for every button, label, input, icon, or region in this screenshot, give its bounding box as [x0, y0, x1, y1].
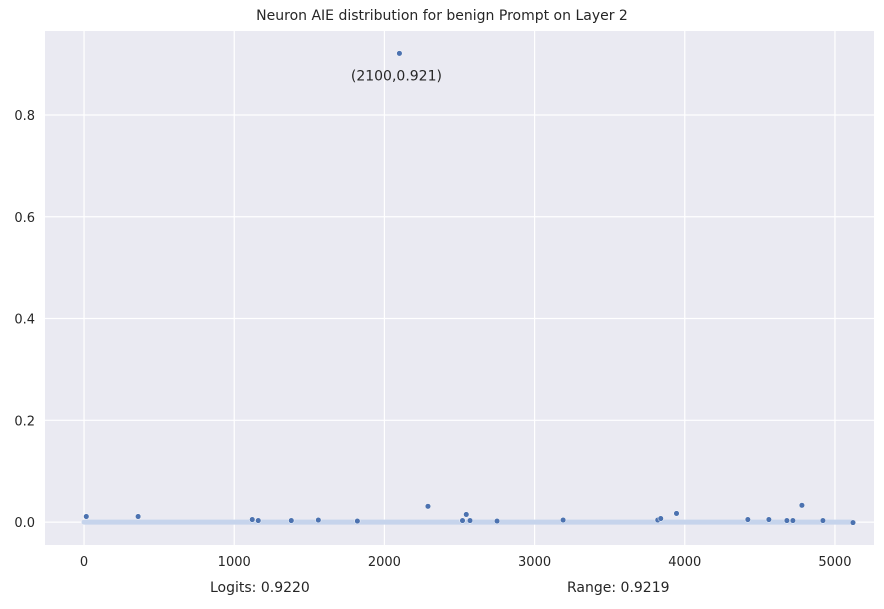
- data-point: [560, 517, 567, 524]
- data-point: [765, 516, 772, 523]
- y-tick-label: 0.4: [14, 313, 35, 328]
- data-point: [789, 517, 796, 524]
- y-tick-label: 0.0: [14, 516, 35, 531]
- y-tick-label: 0.2: [14, 414, 35, 429]
- data-point: [783, 517, 790, 524]
- data-point: [135, 513, 142, 520]
- data-point: [255, 517, 262, 524]
- range-label: Range: 0.9219: [567, 580, 670, 596]
- x-tick-label: 2000: [368, 555, 401, 570]
- data-point: [396, 50, 403, 57]
- data-point: [459, 517, 466, 524]
- data-point: [798, 502, 805, 509]
- x-tick-label: 5000: [818, 555, 851, 570]
- data-point: [315, 517, 322, 524]
- data-point: [466, 517, 474, 524]
- data-point: [657, 515, 664, 522]
- data-point: [744, 516, 751, 523]
- data-point: [493, 518, 501, 525]
- plot-area: [45, 31, 874, 545]
- data-point: [288, 517, 295, 524]
- data-point: [819, 517, 826, 524]
- y-tick-label: 0.6: [14, 211, 35, 226]
- data-point: [849, 519, 857, 526]
- x-tick-label: 3000: [518, 555, 551, 570]
- peak-annotation: (2100,0.921): [351, 68, 442, 84]
- logits-label: Logits: 0.9220: [210, 580, 310, 596]
- data-points: [83, 50, 857, 526]
- x-tick-label: 0: [80, 555, 88, 570]
- axis-ticks: 0 1000 2000 3000 4000 5000 0.0 0.2 0.4 0.6 0.8: [14, 109, 851, 570]
- x-tick-label: 1000: [218, 555, 251, 570]
- data-point: [354, 518, 361, 525]
- data-point: [424, 503, 432, 510]
- data-point: [673, 510, 680, 517]
- data-point: [83, 513, 90, 520]
- x-tick-label: 4000: [668, 555, 701, 570]
- chart-title: Neuron AIE distribution for benign Promp…: [256, 8, 628, 24]
- y-tick-label: 0.8: [14, 109, 35, 124]
- data-point: [463, 511, 470, 518]
- data-point: [249, 516, 256, 523]
